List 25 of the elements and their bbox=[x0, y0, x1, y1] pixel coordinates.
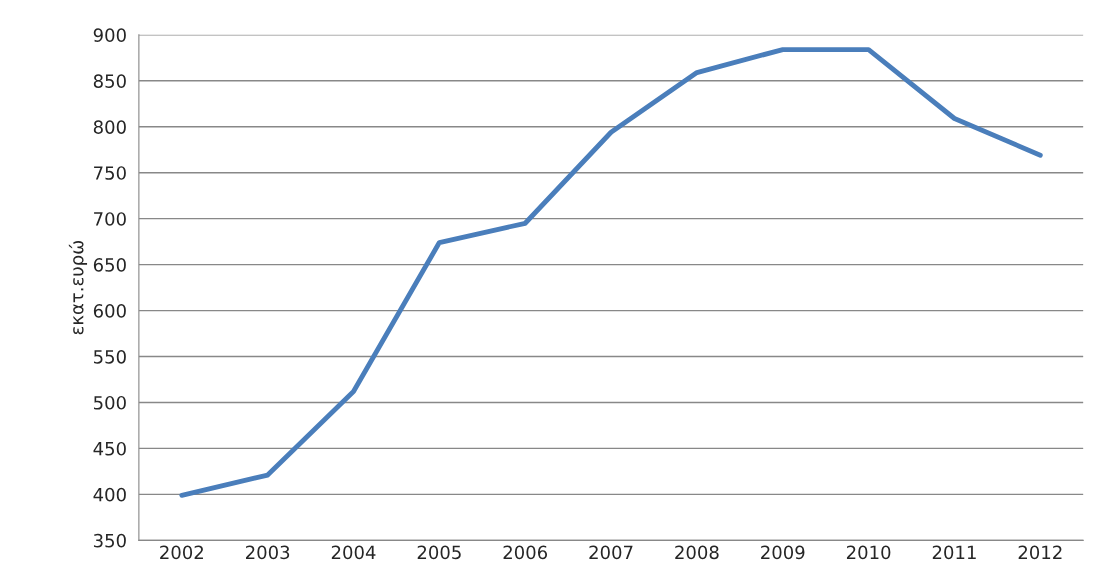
x-tick-label: 2011 bbox=[932, 545, 976, 560]
y-axis-title: εκατ.ευρώ bbox=[68, 240, 88, 335]
x-tick-label: 2006 bbox=[503, 545, 548, 560]
x-tick-label: 2010 bbox=[846, 545, 891, 560]
y-tick-label: 350 bbox=[93, 533, 126, 548]
y-tick-label: 650 bbox=[93, 258, 126, 272]
x-tick-label: 2012 bbox=[1018, 545, 1062, 560]
x-tick-label: 2004 bbox=[331, 545, 376, 560]
y-tick-label: 900 bbox=[93, 28, 126, 42]
y-tick-label: 700 bbox=[94, 212, 126, 226]
y-tick-label: 500 bbox=[94, 395, 126, 410]
x-tick-label: 2007 bbox=[589, 545, 633, 560]
line-series bbox=[179, 47, 1043, 498]
x-tick-label: 2002 bbox=[160, 545, 203, 560]
y-tick-label: 400 bbox=[93, 487, 126, 502]
x-tick-label: 2009 bbox=[761, 545, 805, 560]
y-tick-label: 600 bbox=[93, 304, 126, 318]
y-tick-label: 450 bbox=[93, 441, 126, 456]
y-tick-label: 850 bbox=[93, 74, 126, 88]
y-tick-label: 800 bbox=[93, 120, 126, 134]
x-tick-label: 2005 bbox=[417, 545, 461, 560]
x-tick-label: 2003 bbox=[246, 545, 290, 560]
y-tick-label: 750 bbox=[94, 166, 126, 180]
y-tick-label: 550 bbox=[94, 349, 126, 364]
x-tick-label: 2008 bbox=[675, 545, 719, 560]
